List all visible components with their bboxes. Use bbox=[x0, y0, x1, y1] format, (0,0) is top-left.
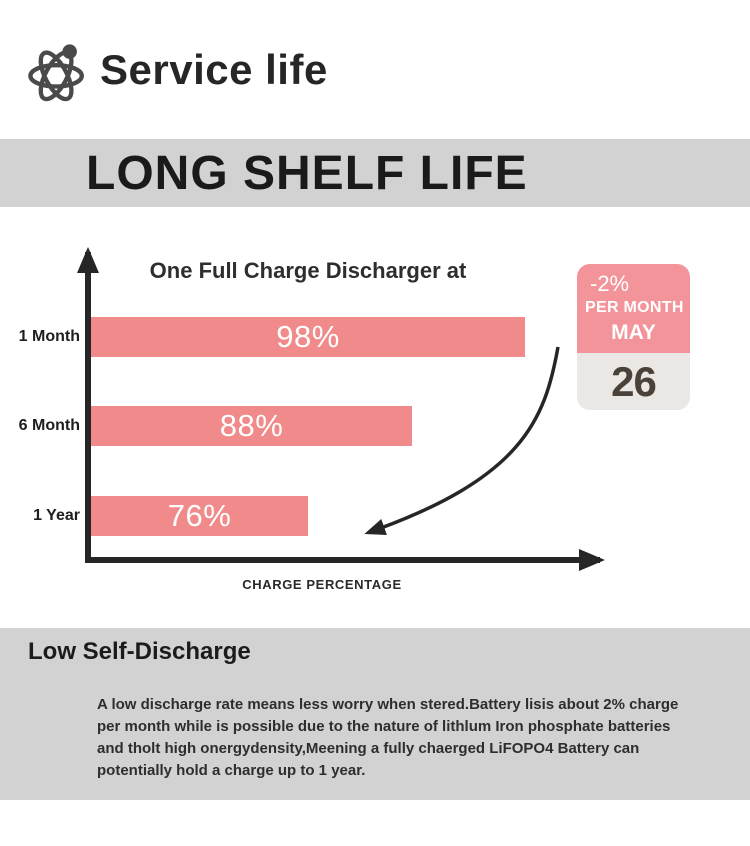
paragraph-line: and tholt high onergydensity,Meening a f… bbox=[97, 740, 640, 757]
bar-6-month: 88% bbox=[91, 406, 412, 446]
shelf-life-banner: LONG SHELF LIFE bbox=[0, 139, 750, 207]
day-number: 26 bbox=[611, 357, 657, 405]
per-month-label: PER MONTH bbox=[585, 299, 684, 316]
section-heading: Low Self-Discharge bbox=[28, 638, 251, 665]
electron-dot bbox=[62, 44, 77, 59]
category-label-1-year: 1 Year bbox=[33, 507, 80, 524]
x-axis-label: CHARGE PERCENTAGE bbox=[242, 577, 402, 592]
bar-1-year: 76% bbox=[91, 496, 308, 536]
paragraph-line: per month while is possible due to the n… bbox=[97, 718, 671, 735]
calendar-top: -2% PER MONTH MAY bbox=[577, 264, 690, 353]
paragraph-line: A low discharge rate means less worry wh… bbox=[97, 696, 679, 713]
category-label-6-month: 6 Month bbox=[18, 417, 80, 434]
month-label: MAY bbox=[611, 321, 656, 344]
low-self-discharge-section: Low Self-Discharge A low discharge rate … bbox=[0, 628, 750, 800]
section-paragraph: A low discharge rate means less worry wh… bbox=[97, 694, 678, 782]
atom-icon bbox=[28, 44, 84, 102]
bar-value-label: 88% bbox=[219, 408, 284, 443]
calendar-callout: -2% PER MONTH MAY 26 bbox=[577, 264, 690, 410]
discharge-rate: -2% bbox=[590, 271, 630, 296]
bar-1-month: 98% bbox=[91, 317, 525, 357]
chart-title: One Full Charge Discharger at bbox=[149, 258, 467, 283]
category-label-1-month: 1 Month bbox=[18, 328, 80, 345]
banner-text: LONG SHELF LIFE bbox=[86, 146, 528, 200]
calendar-bottom: 26 bbox=[577, 353, 690, 410]
bar-value-label: 76% bbox=[167, 498, 232, 533]
page-title: Service life bbox=[100, 46, 328, 93]
paragraph-line: potentially hold a charge up to 1 year. bbox=[97, 762, 366, 779]
bar-value-label: 98% bbox=[276, 319, 340, 354]
